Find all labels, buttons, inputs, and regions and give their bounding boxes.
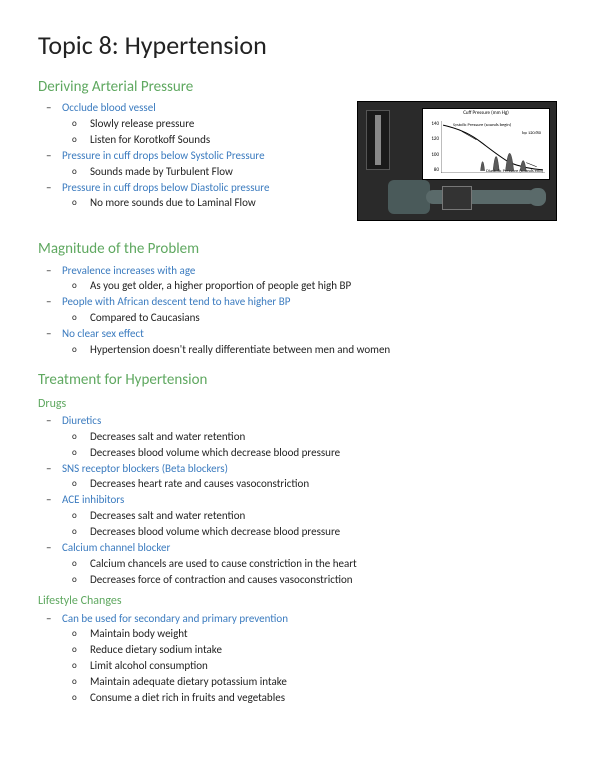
list-sub-item: Reduce dietary sodium intake (90, 643, 557, 658)
list-sub-item: Calcium chancels are used to cause const… (90, 557, 557, 572)
list-item: Occlude blood vesselSlowly release press… (62, 101, 557, 148)
list-sub-item: Decreases force of contraction and cause… (90, 573, 557, 588)
list-item: No clear sex effectHypertension doesn't … (62, 327, 557, 358)
subsection-heading: Lifestyle Changes (38, 593, 557, 609)
page-title: Topic 8: Hypertension (38, 28, 557, 63)
list-item: Calcium channel blockerCalcium chancels … (62, 541, 557, 588)
section-heading: Deriving Arterial Pressure (38, 77, 557, 97)
section-heading: Magnitude of the Problem (38, 239, 557, 259)
list-item: Pressure in cuff drops below Diastolic p… (62, 181, 557, 212)
list-sub-item: Limit alcohol consumption (90, 659, 557, 674)
list-sub-item: Decreases salt and water retention (90, 509, 557, 524)
list-sub-item: Compared to Caucasians (90, 311, 557, 326)
section-heading: Treatment for Hypertension (38, 370, 557, 390)
list-item: Can be used for secondary and primary pr… (62, 612, 557, 706)
list-sub-item: Consume a diet rich in fruits and vegeta… (90, 691, 557, 706)
subsection-heading: Drugs (38, 396, 557, 412)
list-item: People with African descent tend to have… (62, 295, 557, 326)
list-sub-item: Maintain body weight (90, 627, 557, 642)
list-sub-item: Decreases blood volume which decrease bl… (90, 525, 557, 540)
document-body: Deriving Arterial Pressure Cuff Pressure… (38, 77, 557, 706)
list-item: Prevalence increases with ageAs you get … (62, 264, 557, 295)
list-sub-item: Decreases heart rate and causes vasocons… (90, 477, 557, 492)
list-sub-item: As you get older, a higher proportion of… (90, 279, 557, 294)
list-item: SNS receptor blockers (Beta blockers)Dec… (62, 462, 557, 493)
list-sub-item: Hypertension doesn't really differentiat… (90, 343, 557, 358)
list-item: DiureticsDecreases salt and water retent… (62, 414, 557, 461)
list-sub-item: Slowly release pressure (90, 117, 557, 132)
list-sub-item: Listen for Korotkoff Sounds (90, 133, 557, 148)
list-sub-item: Sounds made by Turbulent Flow (90, 165, 557, 180)
list-sub-item: Maintain adequate dietary potassium inta… (90, 675, 557, 690)
list-sub-item: Decreases salt and water retention (90, 430, 557, 445)
list-sub-item: No more sounds due to Laminal Flow (90, 196, 557, 211)
list-sub-item: Decreases blood volume which decrease bl… (90, 446, 557, 461)
list-item: ACE inhibitorsDecreases salt and water r… (62, 493, 557, 540)
list-item: Pressure in cuff drops below Systolic Pr… (62, 149, 557, 180)
